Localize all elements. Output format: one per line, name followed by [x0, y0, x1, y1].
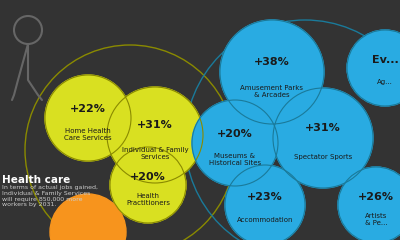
Text: Ag...: Ag...: [377, 79, 393, 85]
Text: Ev...: Ev...: [372, 55, 398, 66]
Text: +38%: +38%: [254, 57, 290, 66]
Circle shape: [273, 88, 373, 188]
Text: Accommodation: Accommodation: [237, 217, 293, 223]
Text: +23%: +23%: [247, 192, 283, 202]
Text: Home Health
Care Services: Home Health Care Services: [64, 128, 112, 141]
Circle shape: [338, 167, 400, 240]
Text: Spectator Sports: Spectator Sports: [294, 154, 352, 160]
Text: Museums &
Historical Sites: Museums & Historical Sites: [209, 153, 261, 166]
Text: Health
Practitioners: Health Practitioners: [126, 193, 170, 206]
Text: +31%: +31%: [305, 123, 341, 133]
Circle shape: [225, 165, 305, 240]
Text: +20%: +20%: [130, 172, 166, 182]
Text: +26%: +26%: [358, 192, 394, 202]
Text: Artists
& Pe...: Artists & Pe...: [365, 213, 387, 226]
Circle shape: [347, 30, 400, 106]
Text: +31%: +31%: [137, 120, 173, 130]
Text: +20%: +20%: [217, 129, 253, 139]
Text: Health care: Health care: [2, 175, 70, 185]
Text: Amusement Parks
& Arcades: Amusement Parks & Arcades: [240, 85, 304, 98]
Circle shape: [107, 87, 203, 183]
Text: +22%: +22%: [70, 104, 106, 114]
Text: Individual & Family
Services: Individual & Family Services: [122, 147, 188, 160]
Text: In terms of actual jobs gained,
Individual & Family Services
will require 850,00: In terms of actual jobs gained, Individu…: [2, 185, 98, 207]
Circle shape: [192, 100, 278, 186]
Circle shape: [220, 20, 324, 124]
Circle shape: [110, 147, 186, 223]
Circle shape: [50, 194, 126, 240]
Circle shape: [45, 75, 131, 161]
